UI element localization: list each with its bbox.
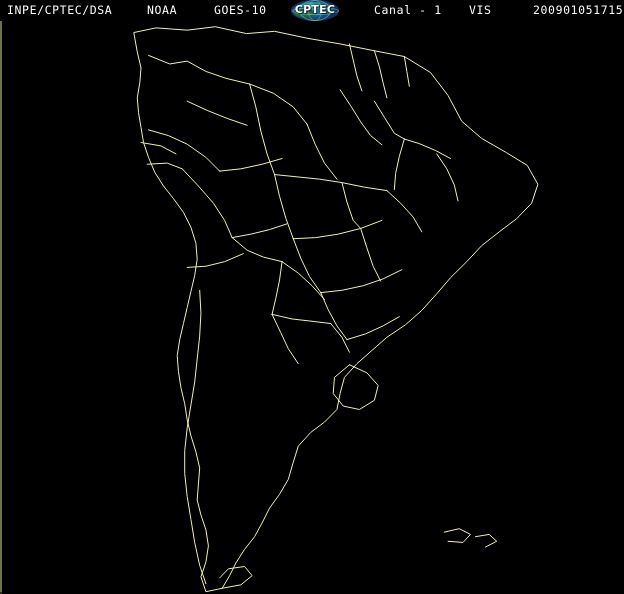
band-label: VIS: [469, 3, 492, 17]
timestamp-label: 200901051715: [533, 3, 624, 17]
image-border-right: [621, 21, 624, 594]
image-border-bottom: [0, 592, 624, 594]
cptec-logo-icon: CPTEC: [290, 0, 340, 21]
channel-label: Canal - 1: [374, 3, 442, 17]
globe-landmass-shape-secondary: [318, 4, 334, 12]
agency-label: NOAA: [147, 3, 178, 17]
globe-landmass-shape: [294, 9, 316, 18]
satellite-image-canvas: [0, 21, 624, 594]
image-border-left: [0, 21, 2, 594]
cptec-logo-text: CPTEC: [294, 3, 336, 16]
satellite-label: GOES-10: [214, 3, 267, 17]
header-bar: INPE/CPTEC/DSA NOAA GOES-10 CPTEC Canal …: [0, 0, 624, 21]
institute-label: INPE/CPTEC/DSA: [7, 3, 113, 17]
satellite-image-area: [0, 21, 624, 594]
